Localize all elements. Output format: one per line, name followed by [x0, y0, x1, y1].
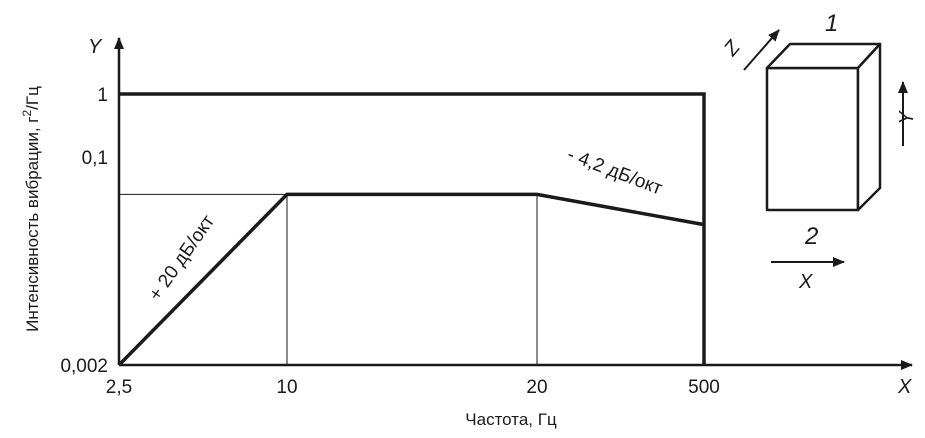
inset-z-label: Z: [719, 36, 745, 61]
y-axis-title-superscript: 2: [20, 110, 34, 117]
orientation-inset: 1 2 Z Y X: [719, 10, 918, 293]
face-label-top: 1: [825, 10, 838, 37]
y-axis-title-main: Интенсивность вибрации, г: [23, 117, 42, 332]
y-tick-label: 0,1: [82, 148, 108, 169]
box-front-face: [765, 66, 860, 212]
fall-slope-annotation: - 4,2 дБ/окт: [564, 144, 665, 200]
box-side-face: [856, 42, 882, 212]
rise-slope-annotation: + 20 дБ/окт: [145, 211, 219, 305]
x-axis-letter: X: [897, 376, 912, 398]
y-tick-label: 1: [97, 85, 108, 106]
y-tick-label: 0,002: [60, 356, 108, 377]
y-axis-title-tail: /Гц: [23, 86, 42, 110]
x-axis-title: Частота, Гц: [465, 410, 557, 429]
face-label-bottom: 2: [804, 223, 818, 250]
y-axis-letter: Y: [88, 36, 103, 58]
guide-lines: [119, 193, 538, 365]
x-tick-label: 10: [276, 377, 297, 398]
z-axis-arrow: [743, 29, 780, 71]
x-tick-label: 500: [688, 377, 720, 398]
x-tick-label: 2,5: [106, 377, 132, 398]
inset-y-label: Y: [896, 110, 918, 125]
series-layer: [117, 92, 706, 367]
spectrum-profile-line: [117, 192, 705, 367]
y-axis-title: Интенсивность вибрации, г2/Гц: [20, 86, 42, 332]
inset-x-label: X: [798, 271, 813, 293]
upper-limit-line: [119, 92, 706, 365]
x-tick-label: 20: [526, 377, 547, 398]
